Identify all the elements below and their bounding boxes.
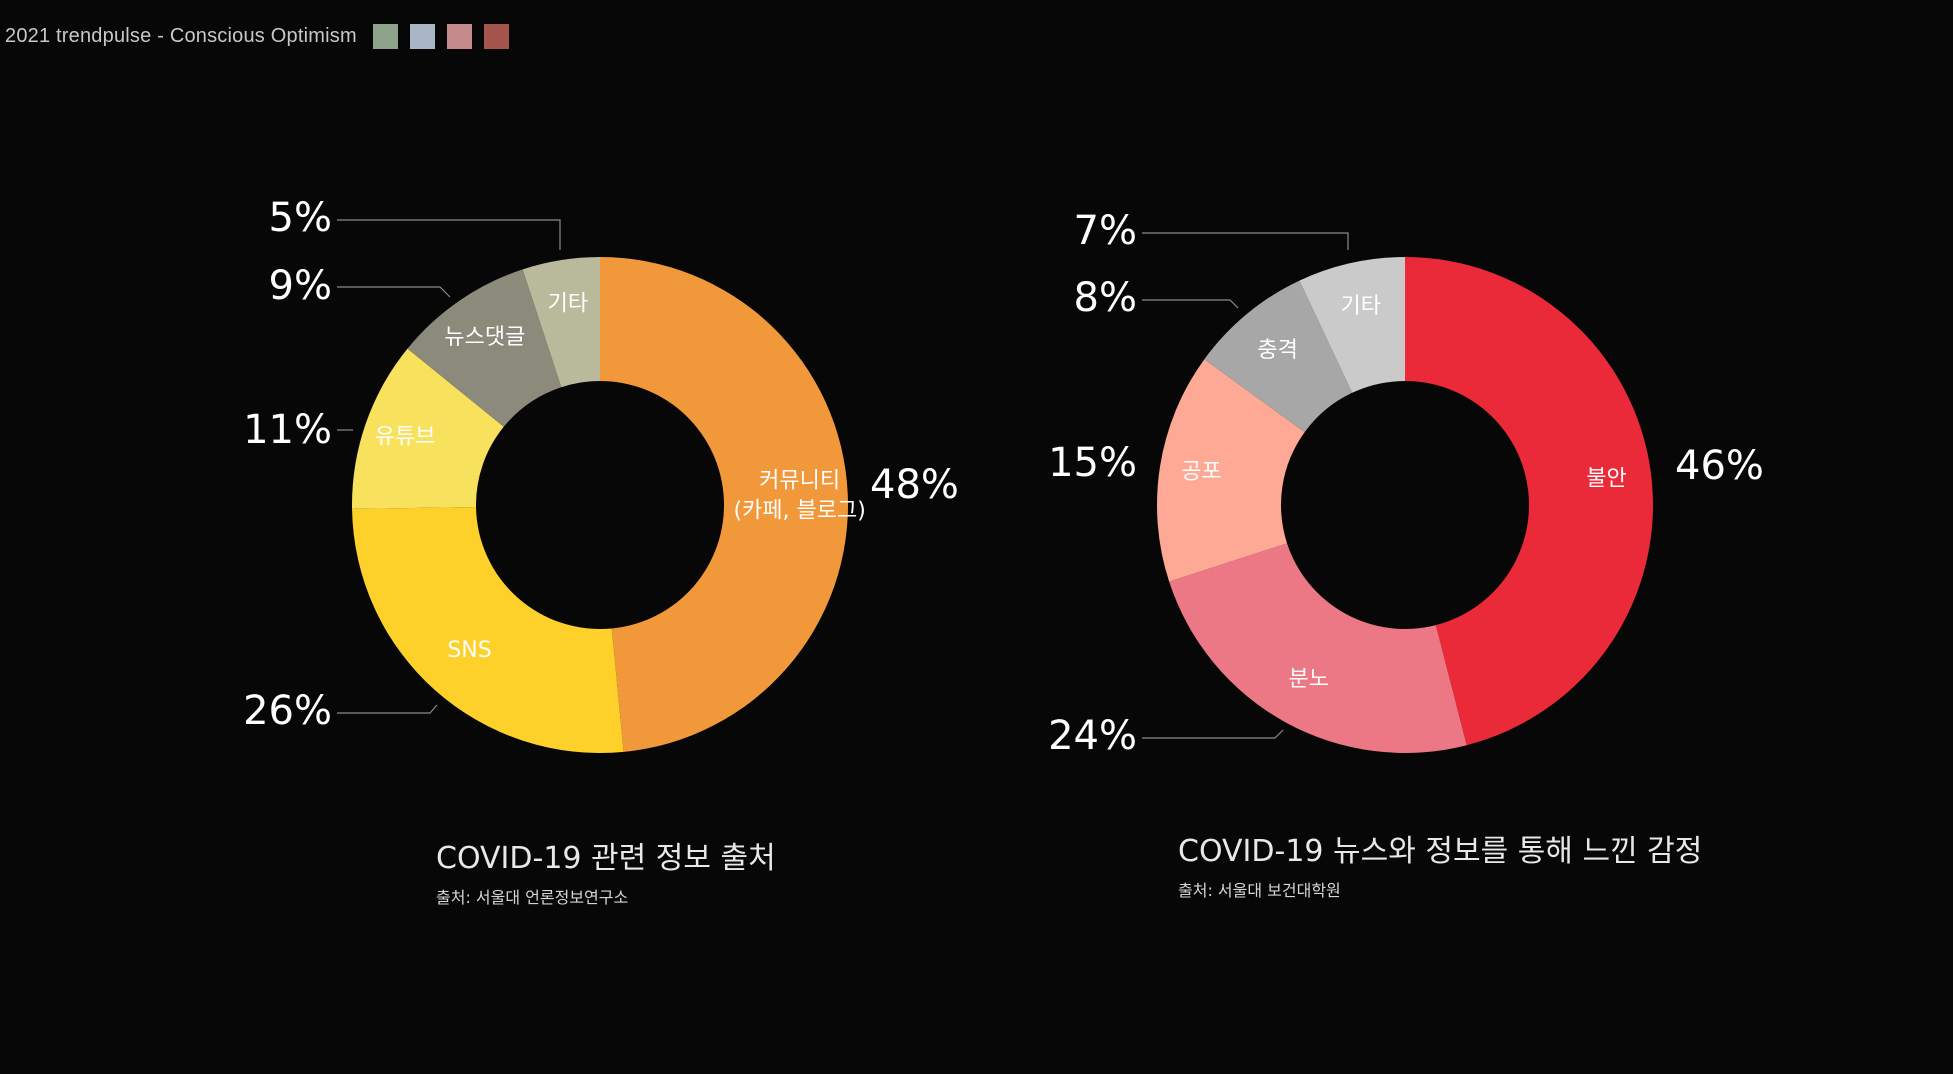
value-label: 7%: [1074, 208, 1137, 254]
slice-community: [600, 257, 848, 752]
slice-label: 충격: [1257, 338, 1297, 363]
emotion-donut-chart: 불안 46% 분노 24% 공포 15% 충격 8% 기타 7%: [1048, 208, 1764, 759]
slice-label: 공포: [1181, 460, 1221, 485]
leader-line: [1142, 299, 1239, 309]
slice-label: 기타: [548, 292, 588, 317]
swatch-blue: [409, 23, 435, 49]
slice-anger: [1169, 543, 1467, 753]
slice-sns: [352, 506, 624, 753]
emotion-caption: COVID-19 뉴스와 정보를 통해 느낀 감정 출처: 서울대 보건대학원: [1178, 826, 1702, 901]
slice-fear: [1157, 359, 1305, 582]
slice-other: [522, 257, 600, 388]
value-label: 24%: [1048, 713, 1137, 759]
slice-shock: [1204, 280, 1353, 433]
chart-title: COVID-19 관련 정보 출처: [436, 841, 776, 876]
value-label: 11%: [243, 407, 332, 453]
slice-label: 분노: [1288, 667, 1328, 692]
chart-title: COVID-19 뉴스와 정보를 통해 느낀 감정: [1178, 834, 1703, 869]
leader-line: [337, 219, 561, 250]
info-source-donut-chart: 커뮤니티 (카페, 블로그)48% SNS 26% 유튜브 11% 뉴스댓글 9% 기타 5%: [243, 195, 959, 753]
swatch-pink: [446, 23, 472, 49]
value-label: 15%: [1048, 440, 1137, 486]
info-source-caption: COVID-19 관련 정보 출처 출처: 서울대 언론정보연구소: [436, 833, 776, 908]
slice-news-comments: [407, 269, 562, 427]
slice-label: SNS: [447, 638, 491, 663]
slice-label: 뉴스댓글: [444, 325, 525, 350]
value-label: 8%: [1074, 275, 1137, 321]
value-label: 46%: [1675, 443, 1764, 489]
value-label: 26%: [243, 688, 332, 734]
swatch-red: [483, 23, 509, 49]
leader-line: [1142, 232, 1349, 250]
chart-source: 출처: 서울대 언론정보연구소: [436, 888, 629, 907]
slice-other: [1299, 257, 1405, 393]
header: 2021 trendpulse - Conscious Optimism: [5, 22, 521, 50]
value-label: 9%: [269, 263, 332, 309]
slice-label: 불안: [1586, 467, 1626, 492]
header-title: 2021 trendpulse - Conscious Optimism: [5, 24, 357, 47]
slice-label: 커뮤니티 (카페, 블로그): [733, 468, 865, 523]
slice-label: 유튜브: [375, 425, 436, 450]
slice-youtube: [352, 348, 504, 509]
slice-anxiety: [1405, 257, 1653, 746]
leader-line: [337, 286, 451, 298]
slice-label: 기타: [1340, 294, 1380, 319]
leader-line: [337, 704, 438, 714]
chart-source: 출처: 서울대 보건대학원: [1178, 881, 1341, 900]
value-label: 48%: [870, 462, 959, 508]
swatch-green: [372, 23, 398, 49]
value-label: 5%: [269, 195, 332, 241]
leader-line: [1142, 729, 1284, 739]
